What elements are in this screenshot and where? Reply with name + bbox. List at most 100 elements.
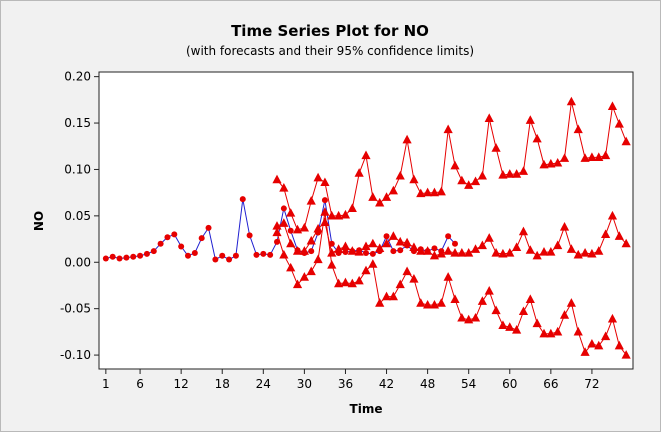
- upper-95-limit-point: [505, 169, 515, 178]
- observed-point: [308, 248, 315, 255]
- x-tick-label: 54: [461, 377, 476, 391]
- observed-point: [239, 196, 246, 203]
- forecast-point: [436, 248, 446, 258]
- lower-95-limit-point: [518, 306, 529, 316]
- observed-point: [445, 233, 452, 240]
- forecast-point: [272, 221, 282, 230]
- lower-95-limit-point: [429, 299, 440, 309]
- lower-95-limit-point: [306, 266, 316, 276]
- y-tick-label: 0.15: [64, 116, 91, 130]
- forecast-point: [368, 238, 378, 248]
- forecast-point: [395, 236, 405, 246]
- observed-point: [178, 243, 185, 250]
- lower-95-limit-point: [416, 298, 426, 307]
- lower-95-limit-point: [299, 272, 309, 281]
- upper-95-limit-point: [546, 158, 556, 168]
- lower-95-limit-point: [402, 266, 412, 276]
- y-tick-label: 0.05: [64, 209, 91, 223]
- upper-95-limit-point: [361, 150, 371, 160]
- lower-95-limit-point: [361, 265, 371, 275]
- lower-95-limit-point: [320, 207, 330, 216]
- chart-title: Time Series Plot for NO: [231, 22, 429, 40]
- lower-95-limit-point: [464, 314, 474, 324]
- forecast-point: [477, 240, 487, 250]
- upper-95-limit-point: [395, 170, 405, 180]
- forecast-point: [457, 247, 467, 257]
- upper-95-limit-point: [525, 115, 535, 124]
- forecast-point: [587, 248, 597, 258]
- y-axis-label: NO: [32, 211, 46, 231]
- lower-95-limit-point: [457, 312, 467, 322]
- forecast-point: [443, 246, 453, 255]
- upper-95-limit-point: [614, 118, 624, 128]
- upper-95-limit-point: [388, 185, 398, 195]
- observed-point: [205, 224, 212, 231]
- lower-95-limit-point: [614, 340, 624, 350]
- x-tick-label: 24: [256, 377, 271, 391]
- lower-95-limit-point: [470, 312, 481, 322]
- upper-95-limit-point: [402, 134, 412, 144]
- lower-95-limit-point: [498, 320, 508, 329]
- observed-point: [198, 235, 205, 242]
- x-tick-label: 36: [338, 377, 353, 391]
- observed-point: [232, 252, 239, 259]
- forecast-point: [553, 240, 563, 250]
- lower-95-limit-point: [292, 279, 303, 289]
- upper-95-limit-line: [276, 101, 627, 231]
- forecast-point: [334, 244, 344, 253]
- forecast-point: [525, 245, 535, 254]
- upper-95-limit-point: [491, 143, 501, 152]
- x-tick-label: 1: [102, 377, 110, 391]
- upper-95-limit-point: [566, 96, 576, 106]
- upper-95-limit-point: [409, 174, 419, 184]
- observed-point: [143, 250, 150, 257]
- forecast-point: [601, 229, 611, 239]
- forecast-point: [423, 246, 433, 255]
- lower-95-limit-point: [354, 275, 364, 285]
- observed-point: [280, 205, 287, 212]
- forecast-point: [491, 247, 501, 257]
- lower-95-limit-point: [334, 278, 344, 288]
- lower-95-limit-point: [368, 259, 378, 268]
- upper-95-limit-point: [621, 136, 631, 146]
- x-tick-label: 48: [420, 377, 435, 391]
- upper-95-limit-point: [429, 187, 440, 197]
- forecast-point: [286, 238, 296, 248]
- observed-point: [363, 249, 369, 256]
- observed-point: [369, 250, 376, 257]
- lower-95-limit-point: [546, 328, 556, 338]
- upper-95-limit-point: [292, 224, 303, 234]
- upper-95-limit-point: [381, 192, 392, 201]
- forecast-point: [539, 247, 549, 256]
- observed-point: [212, 256, 219, 263]
- lower-95-limit-point: [313, 254, 323, 264]
- upper-95-limit-point: [553, 157, 563, 167]
- upper-95-limit-point: [436, 186, 446, 196]
- forecast-point: [546, 247, 556, 256]
- forecast-point: [594, 246, 604, 255]
- observed-point: [267, 251, 274, 258]
- observed-point: [246, 232, 253, 239]
- upper-95-limit-point: [327, 210, 337, 220]
- observed-point: [191, 249, 198, 256]
- lower-95-limit-point: [553, 326, 563, 336]
- observed-point: [390, 248, 397, 255]
- upper-95-limit-point: [457, 175, 467, 185]
- observed-point: [321, 197, 328, 204]
- forecast-point: [354, 247, 364, 256]
- forecast-point: [320, 217, 330, 226]
- x-tick-label: 6: [136, 377, 144, 391]
- x-tick-label: 42: [379, 377, 394, 391]
- upper-95-limit-point: [539, 159, 549, 169]
- forecast-point: [464, 247, 474, 257]
- observed-point: [116, 255, 123, 262]
- forecast-point: [532, 250, 542, 260]
- forecast-point: [375, 243, 385, 252]
- forecast-point: [306, 235, 316, 245]
- chart-subtitle: (with forecasts and their 95% confidence…: [186, 44, 474, 58]
- forecast-point: [429, 250, 440, 260]
- observed-point: [274, 238, 280, 245]
- observed-point: [219, 252, 226, 259]
- observed-point: [109, 253, 116, 260]
